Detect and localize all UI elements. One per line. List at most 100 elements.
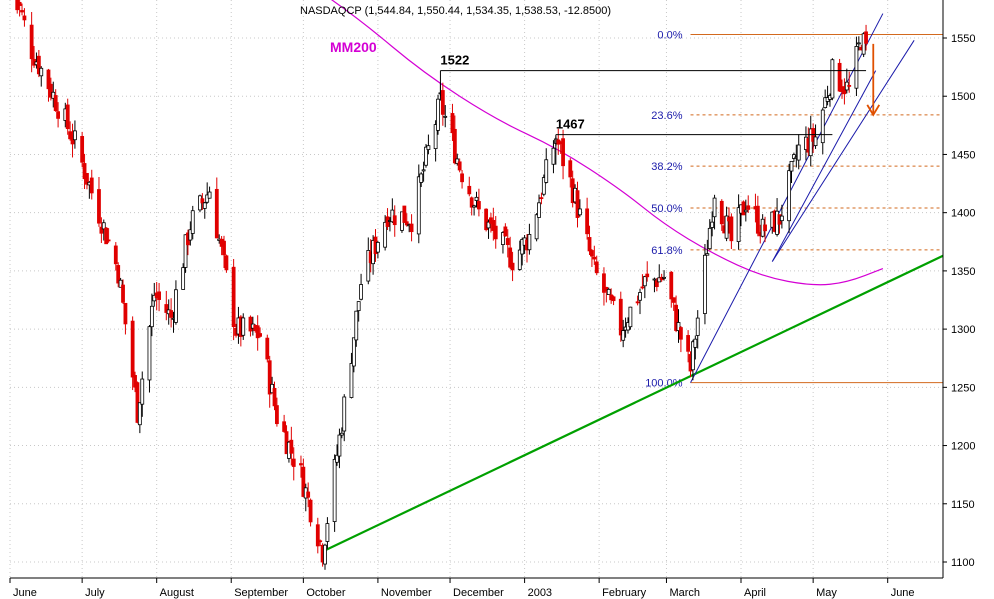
candle-body — [48, 83, 53, 98]
candle-body — [741, 201, 746, 216]
candle-body — [467, 185, 472, 195]
candle-body — [640, 286, 645, 289]
candle-body — [491, 220, 496, 231]
candle-body — [587, 237, 592, 252]
candle-body — [258, 333, 262, 337]
candle-body — [724, 215, 729, 239]
candle-body — [157, 291, 161, 300]
candle-body — [97, 189, 101, 224]
candle-body — [455, 158, 460, 164]
x-tick-label: September — [234, 587, 288, 599]
candle-body — [308, 499, 313, 523]
candle-body — [255, 325, 260, 339]
candle-body — [621, 330, 626, 341]
candle-body — [493, 225, 498, 240]
candle-body — [856, 42, 861, 45]
candle-body — [149, 305, 154, 328]
arrow-head — [866, 104, 881, 117]
candle-body — [719, 200, 724, 225]
candle-body — [188, 229, 193, 241]
swing-high-label: 1522 — [440, 53, 469, 68]
candle-body — [676, 322, 681, 332]
candle-body — [477, 201, 481, 210]
candle-body — [241, 317, 246, 336]
fib-level-label: 100.0% — [645, 378, 683, 390]
candle-body — [299, 463, 303, 466]
x-tick-label: March — [669, 587, 700, 599]
candle-body — [392, 215, 397, 226]
candle-body — [99, 226, 104, 234]
y-tick-label: 1450 — [951, 149, 975, 161]
candle-body — [200, 198, 205, 204]
candle-body — [402, 205, 407, 223]
axes-layer: 1100 1150 1200 1250 1300 1350 1400 1450 1500 1550… — [9, 0, 975, 599]
candle-body — [325, 523, 330, 542]
candle-body — [561, 138, 565, 167]
candle-body — [339, 432, 344, 436]
candle-body — [551, 147, 556, 165]
candle-body — [823, 97, 828, 109]
candle-body — [65, 104, 70, 130]
candle-body — [318, 540, 323, 543]
x-tick-label: June — [13, 587, 37, 599]
candle-body — [746, 205, 751, 210]
chart-title: NASDAQCP (1,544.84, 1,550.44, 1,534.35, … — [300, 5, 611, 17]
x-tick-label: December — [453, 587, 504, 599]
candle-body — [674, 304, 678, 331]
candle-body — [501, 232, 505, 246]
candle-body — [460, 173, 464, 183]
candle-body — [116, 265, 121, 284]
candle-body — [638, 292, 642, 301]
y-tick-label: 1100 — [951, 557, 975, 569]
candle-body — [46, 69, 51, 90]
candle-body — [861, 33, 866, 55]
gridlines — [9, 0, 943, 578]
candle-body — [301, 466, 306, 497]
candle-body — [137, 402, 142, 426]
candle-body — [568, 160, 573, 178]
candle-body — [854, 46, 859, 89]
candle-body — [712, 197, 717, 218]
candle-body — [351, 337, 356, 367]
candle-body — [678, 327, 683, 340]
candle-body — [534, 214, 539, 240]
candle-body — [705, 253, 710, 256]
candle-body — [671, 297, 676, 303]
candle-body — [440, 90, 445, 115]
candle-body — [436, 98, 440, 131]
candle-body — [101, 222, 106, 230]
candle-body — [164, 304, 169, 313]
candle-body — [231, 266, 236, 328]
candle-body — [618, 298, 623, 336]
y-tick-label: 1250 — [951, 382, 975, 394]
y-tick-label: 1550 — [951, 33, 975, 45]
candle-body — [359, 284, 363, 300]
candle-body — [662, 276, 666, 279]
candle-body — [306, 491, 311, 498]
candle-body — [20, 10, 24, 13]
candle-body — [354, 310, 359, 341]
candle-body — [366, 250, 371, 282]
candle-body — [484, 208, 489, 231]
candle-body — [349, 363, 354, 398]
candle-body — [808, 128, 813, 157]
candle-body — [628, 306, 633, 328]
candle-body — [222, 240, 226, 256]
candle-body — [169, 310, 174, 318]
candle-body — [520, 239, 525, 255]
candle-body — [82, 163, 87, 180]
fib-level-label: 38.2% — [651, 161, 682, 173]
trendline-blue-trend-1 — [690, 13, 884, 383]
candle-body — [73, 130, 77, 141]
candle-body — [763, 224, 767, 232]
candle-body — [376, 242, 380, 253]
candle-body — [669, 271, 674, 300]
candle-body — [419, 173, 424, 183]
candle-body — [214, 188, 219, 239]
ma200-line — [330, 0, 884, 286]
candle-body — [121, 284, 125, 303]
candle-body — [541, 177, 546, 195]
candle-body — [642, 276, 647, 287]
candle-body — [85, 172, 89, 185]
candle-body — [140, 378, 145, 405]
